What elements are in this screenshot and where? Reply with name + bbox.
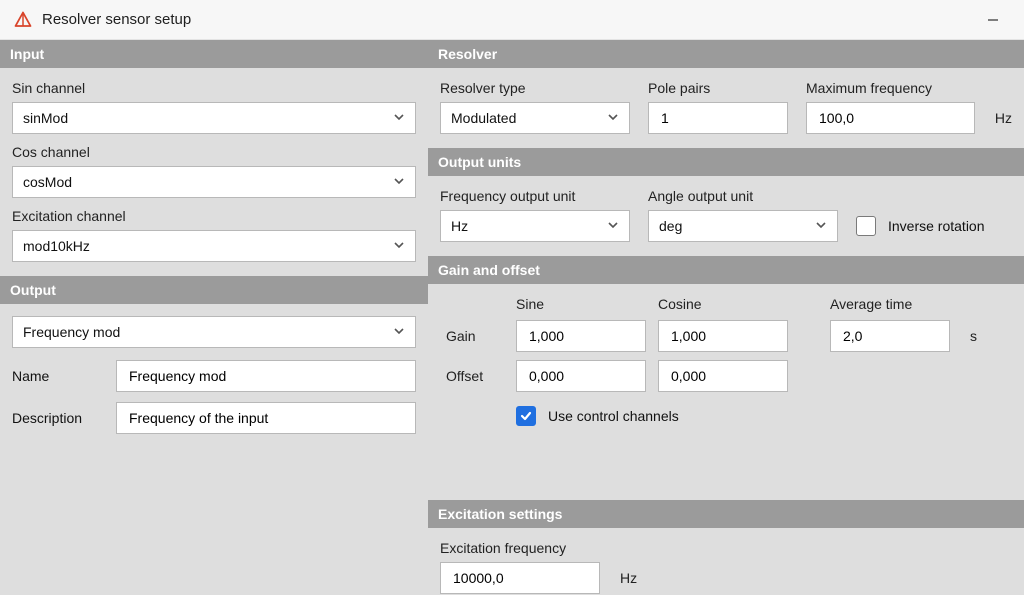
inverse-rotation-label: Inverse rotation	[888, 218, 985, 234]
average-time-unit: s	[970, 328, 977, 344]
pole-pairs-label: Pole pairs	[648, 80, 788, 96]
chevron-down-icon	[393, 324, 405, 340]
input-section-header: Input	[0, 40, 428, 68]
description-field[interactable]	[127, 409, 405, 427]
gain-sine-input[interactable]	[516, 320, 646, 352]
gain-row-label: Gain	[440, 316, 510, 356]
use-control-channels-checkbox[interactable]	[516, 406, 536, 426]
excitation-channel-select[interactable]: mod10kHz	[12, 230, 416, 262]
gain-cosine-field[interactable]	[669, 327, 777, 345]
offset-cosine-input[interactable]	[658, 360, 788, 392]
average-time-field[interactable]	[841, 327, 939, 345]
cosine-column-label: Cosine	[652, 292, 794, 316]
window-title: Resolver sensor setup	[42, 11, 191, 28]
output-value: Frequency mod	[23, 324, 120, 340]
use-control-channels-label: Use control channels	[548, 408, 679, 424]
frequency-unit-select[interactable]: Hz	[440, 210, 630, 242]
resolver-type-value: Modulated	[451, 110, 516, 126]
excitation-frequency-field[interactable]	[451, 569, 589, 587]
max-frequency-input[interactable]	[806, 102, 975, 134]
average-time-label: Average time	[824, 292, 956, 316]
left-column: Input Sin channel sinMod Cos channel cos…	[0, 40, 428, 595]
sin-channel-label: Sin channel	[12, 80, 416, 96]
angle-unit-value: deg	[659, 218, 682, 234]
resolver-type-select[interactable]: Modulated	[440, 102, 630, 134]
max-frequency-field[interactable]	[817, 109, 964, 127]
gain-cosine-input[interactable]	[658, 320, 788, 352]
angle-unit-label: Angle output unit	[648, 188, 838, 204]
output-select[interactable]: Frequency mod	[12, 316, 416, 348]
chevron-down-icon	[607, 218, 619, 234]
average-time-input[interactable]	[830, 320, 950, 352]
cos-channel-label: Cos channel	[12, 144, 416, 160]
description-label: Description	[12, 410, 104, 426]
app-logo-icon	[14, 11, 32, 29]
inverse-rotation-checkbox[interactable]	[856, 216, 876, 236]
chevron-down-icon	[393, 110, 405, 126]
chevron-down-icon	[815, 218, 827, 234]
resolver-section-header: Resolver	[428, 40, 1024, 68]
excitation-frequency-label: Excitation frequency	[440, 540, 1012, 556]
cos-channel-select[interactable]: cosMod	[12, 166, 416, 198]
offset-cosine-field[interactable]	[669, 367, 777, 385]
excitation-frequency-unit: Hz	[620, 570, 637, 586]
offset-row-label: Offset	[440, 356, 510, 396]
output-section-header: Output	[0, 276, 428, 304]
offset-sine-input[interactable]	[516, 360, 646, 392]
right-column: Resolver Resolver type Modulated Pole pa	[428, 40, 1024, 595]
offset-sine-field[interactable]	[527, 367, 635, 385]
sin-channel-value: sinMod	[23, 110, 68, 126]
excitation-channel-label: Excitation channel	[12, 208, 416, 224]
output-units-section-header: Output units	[428, 148, 1024, 176]
chevron-down-icon	[393, 174, 405, 190]
name-field[interactable]	[127, 367, 405, 385]
frequency-unit-value: Hz	[451, 218, 468, 234]
gain-table: Sine Cosine Average time Gain s	[440, 292, 983, 430]
chevron-down-icon	[393, 238, 405, 254]
max-frequency-unit: Hz	[995, 110, 1012, 126]
description-input[interactable]	[116, 402, 416, 434]
minimize-button[interactable]	[970, 0, 1016, 40]
chevron-down-icon	[607, 110, 619, 126]
name-input[interactable]	[116, 360, 416, 392]
pole-pairs-input[interactable]	[648, 102, 788, 134]
sine-column-label: Sine	[510, 292, 652, 316]
cos-channel-value: cosMod	[23, 174, 72, 190]
frequency-unit-label: Frequency output unit	[440, 188, 630, 204]
name-label: Name	[12, 368, 104, 384]
angle-unit-select[interactable]: deg	[648, 210, 838, 242]
gain-sine-field[interactable]	[527, 327, 635, 345]
sin-channel-select[interactable]: sinMod	[12, 102, 416, 134]
resolver-type-label: Resolver type	[440, 80, 630, 96]
excitation-frequency-input[interactable]	[440, 562, 600, 594]
pole-pairs-field[interactable]	[659, 109, 777, 127]
excitation-channel-value: mod10kHz	[23, 238, 90, 254]
max-frequency-label: Maximum frequency	[806, 80, 1012, 96]
excitation-section-header: Excitation settings	[428, 500, 1024, 528]
titlebar: Resolver sensor setup	[0, 0, 1024, 40]
gain-section-header: Gain and offset	[428, 256, 1024, 284]
resolver-setup-window: Resolver sensor setup Input Sin channel …	[0, 0, 1024, 595]
